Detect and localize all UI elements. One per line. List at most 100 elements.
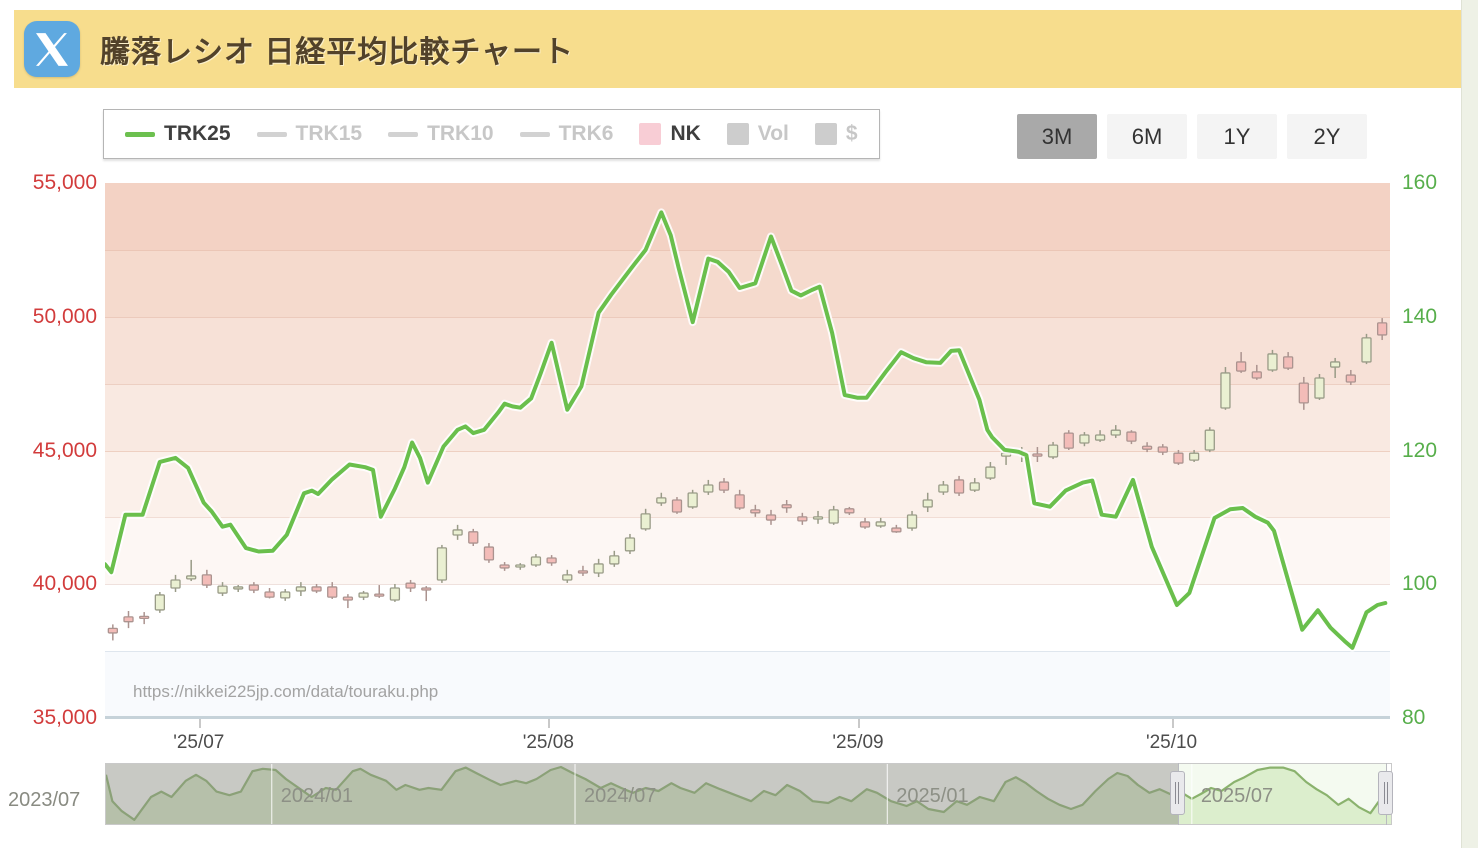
candle-body xyxy=(906,514,918,529)
candle-body xyxy=(1235,361,1247,372)
legend-item-trk10[interactable]: TRK10 xyxy=(388,122,494,146)
left-axis-tick-35000: 35,000 xyxy=(32,706,97,729)
candle-body xyxy=(468,531,479,544)
handle-grip-line xyxy=(1175,782,1177,804)
candle-body xyxy=(1079,434,1090,444)
legend-item-trk25[interactable]: TRK25 xyxy=(125,122,231,146)
main-chart xyxy=(105,183,1390,718)
left-axis-tick-40000: 40,000 xyxy=(32,572,97,596)
chart-canvas xyxy=(105,208,1390,652)
x-axis-tickmark xyxy=(858,719,860,728)
nav-handle-right[interactable] xyxy=(1378,771,1394,815)
candle-body xyxy=(593,563,604,574)
navigator-start-label: 2023/07 xyxy=(8,789,81,811)
candle-body xyxy=(1063,432,1074,449)
candle-body xyxy=(170,579,181,589)
legend-item-nk[interactable]: NK xyxy=(639,122,701,146)
candle-body xyxy=(233,586,244,590)
candle-body xyxy=(812,516,824,520)
candle-body xyxy=(264,591,275,598)
candle-body xyxy=(374,593,385,597)
candle-body xyxy=(530,556,542,566)
candle-body xyxy=(483,546,495,561)
candle-body xyxy=(311,586,322,592)
candle-body xyxy=(797,516,808,522)
legend-label: TRK25 xyxy=(164,122,231,145)
candle-body xyxy=(358,592,369,598)
x-axis-tickmark xyxy=(548,719,551,728)
header: 騰落レシオ 日経平均比較チャート xyxy=(14,10,1461,88)
candle-body xyxy=(248,584,260,591)
x-axis-label: '25/08 xyxy=(522,732,574,753)
candle-body xyxy=(217,585,228,594)
square-swatch-icon xyxy=(814,123,837,145)
range-button-1y[interactable]: 1Y xyxy=(1197,114,1277,159)
candle-body xyxy=(938,484,949,493)
watermark-url: https://nikkei225jp.com/data/touraku.php xyxy=(133,682,439,701)
range-button-2y[interactable]: 2Y xyxy=(1287,114,1367,159)
candle-body xyxy=(718,481,730,491)
candle-body xyxy=(327,586,338,598)
candle-body xyxy=(107,627,118,634)
candle-body xyxy=(640,513,651,530)
gridline-100 xyxy=(105,584,1390,586)
line-swatch-icon xyxy=(519,131,550,137)
candle-body xyxy=(280,591,291,599)
x-share-icon[interactable] xyxy=(24,21,80,77)
range-button-3m[interactable]: 3M xyxy=(1017,114,1097,159)
right-axis-tick-120: 120 xyxy=(1402,438,1438,462)
right-axis-tick-80: 80 xyxy=(1402,706,1426,729)
nav-label-2025-07: 2025/07 xyxy=(1200,785,1274,807)
legend-item-trk15[interactable]: TRK15 xyxy=(256,122,362,146)
candle-body xyxy=(452,529,463,536)
range-button-6m[interactable]: 6M xyxy=(1107,114,1187,159)
legend-label: TRK6 xyxy=(558,122,614,145)
navigator-mask xyxy=(106,764,1179,824)
candle-body xyxy=(1141,445,1153,450)
candle-body xyxy=(703,484,714,493)
candle-body xyxy=(891,527,902,533)
candle-body xyxy=(859,521,871,528)
gridline-130 xyxy=(105,383,1390,385)
candle-body xyxy=(1282,356,1294,369)
candle-body xyxy=(828,509,839,524)
handle-grip-line xyxy=(1383,782,1385,804)
candle-body xyxy=(515,564,526,568)
x-axis-label: '25/09 xyxy=(832,732,884,753)
candle-body xyxy=(562,574,573,581)
candle-body xyxy=(1157,446,1168,453)
candle-body xyxy=(1298,382,1309,404)
candle-body xyxy=(656,497,667,504)
legend-item-$[interactable]: $ xyxy=(814,122,858,146)
candle-body xyxy=(969,482,980,491)
candle-body xyxy=(671,499,683,513)
candle-body xyxy=(154,594,165,611)
gridline-90 xyxy=(105,651,1390,653)
candle-body xyxy=(1032,453,1043,457)
candle-body xyxy=(1330,361,1341,368)
gridline-110 xyxy=(105,517,1390,519)
trk25-line xyxy=(105,210,1388,650)
candle-body xyxy=(1251,371,1262,379)
candle-body xyxy=(436,547,448,581)
legend-label: NK xyxy=(670,122,701,145)
candle-body xyxy=(844,508,855,514)
navigator-canvas xyxy=(106,764,1391,824)
legend-item-trk6[interactable]: TRK6 xyxy=(519,122,614,146)
legend-item-vol[interactable]: Vol xyxy=(726,122,789,146)
x-axis-line xyxy=(105,716,1390,719)
nav-handle-left[interactable] xyxy=(1169,771,1185,815)
candle-body xyxy=(1126,431,1137,442)
page-title: 騰落レシオ 日経平均比較チャート xyxy=(100,36,575,69)
nk-candles xyxy=(107,318,1388,641)
band-80-90 xyxy=(105,651,1390,718)
candle-body xyxy=(201,574,213,586)
candle-body xyxy=(1204,429,1215,451)
legend: TRK25 TRK15 TRK10 TRK6 NK Vol $ xyxy=(103,109,880,159)
square-swatch-icon xyxy=(639,123,662,145)
candle-body xyxy=(546,557,557,564)
candle-body xyxy=(922,499,933,508)
candle-body xyxy=(186,575,197,580)
candle-body xyxy=(1267,353,1278,371)
